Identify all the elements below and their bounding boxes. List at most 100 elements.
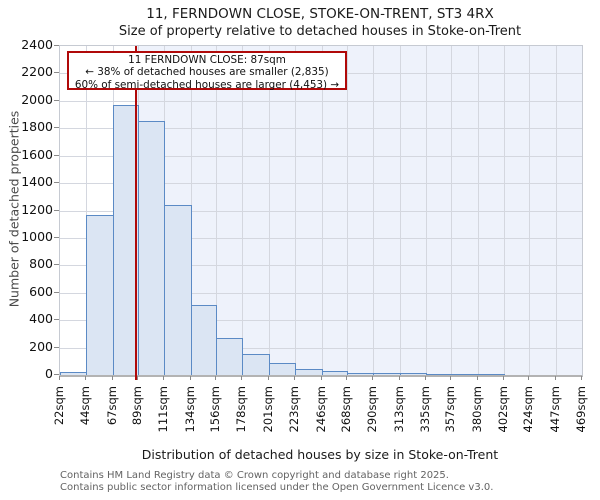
gridline-vertical: [372, 46, 374, 375]
histogram-bar: [60, 371, 87, 375]
y-tick-mark: [54, 72, 59, 74]
histogram-bar: [478, 373, 505, 375]
x-tick-label: 89sqm: [130, 382, 144, 446]
gridline-horizontal: [60, 128, 582, 130]
histogram-bar: [242, 354, 271, 375]
histogram-bar: [372, 373, 401, 375]
x-tick-label-text: 290sqm: [364, 386, 379, 433]
histogram-bar: [138, 121, 165, 375]
x-tick-label-text: 44sqm: [77, 386, 92, 426]
gridline-horizontal: [60, 100, 582, 102]
x-tick-mark: [555, 376, 557, 380]
y-tick-mark: [54, 291, 59, 293]
x-tick-mark: [59, 376, 60, 380]
annotation-line-3: 60% of semi-detached houses are larger (…: [74, 78, 340, 91]
x-tick-label-text: 335sqm: [417, 386, 432, 433]
y-tick-label: 600: [29, 283, 53, 299]
x-axis-label: Distribution of detached houses by size …: [141, 447, 499, 462]
gridline-vertical: [242, 46, 244, 375]
x-tick-mark: [215, 376, 217, 380]
histogram-bar: [321, 370, 349, 375]
gridline-vertical: [556, 46, 558, 375]
x-tick-label: 44sqm: [78, 382, 92, 446]
x-tick-label-text: 156sqm: [208, 386, 223, 433]
gridline-vertical: [321, 46, 323, 375]
x-tick-label-text: 67sqm: [104, 386, 119, 426]
x-tick-mark: [581, 376, 582, 380]
y-tick-label: 2400: [21, 37, 53, 52]
y-tick-label: 200: [29, 338, 53, 354]
annotation-line-2: ← 38% of detached houses are smaller (2,…: [85, 66, 329, 79]
x-tick-label-text: 223sqm: [286, 386, 301, 433]
histogram-bar: [425, 373, 453, 375]
gridline-vertical: [216, 46, 218, 375]
y-tick-label: 1200: [21, 201, 53, 217]
gridline-horizontal: [60, 292, 582, 294]
gridline-horizontal: [60, 347, 582, 349]
x-tick-label-text: 111sqm: [155, 386, 170, 433]
x-tick-mark: [450, 376, 452, 380]
gridline-horizontal: [60, 237, 582, 239]
y-tick-label: 2000: [21, 91, 53, 107]
x-tick-mark: [111, 376, 113, 380]
y-tick-label: 1000: [21, 228, 53, 244]
gridline-horizontal: [60, 265, 582, 267]
property-size-marker-line: [134, 46, 137, 380]
x-tick-label: 246sqm: [314, 382, 328, 446]
y-tick-mark: [54, 264, 59, 266]
histogram-bar: [190, 305, 218, 375]
histogram-bar: [269, 363, 296, 375]
gridline-vertical: [269, 46, 271, 375]
gridline-vertical: [451, 46, 453, 375]
gridline-vertical: [529, 46, 531, 375]
x-tick-mark: [477, 376, 479, 380]
gridline-vertical: [399, 46, 401, 375]
x-tick-label: 201sqm: [261, 382, 275, 446]
x-tick-label: 134sqm: [183, 382, 197, 446]
y-tick-mark: [54, 209, 59, 211]
x-tick-label-text: 134sqm: [182, 386, 197, 433]
y-tick-label: 1400: [21, 174, 53, 190]
attribution-footer: Contains HM Land Registry data © Crown c…: [60, 470, 493, 493]
y-tick-mark: [54, 127, 59, 129]
x-tick-label: 402sqm: [496, 382, 510, 446]
x-tick-label: 268sqm: [339, 382, 353, 446]
footer-line-1: Contains HM Land Registry data © Crown c…: [60, 470, 449, 481]
x-tick-label-text: 447sqm: [548, 386, 563, 433]
x-tick-label: 335sqm: [418, 382, 432, 446]
x-tick-mark: [371, 376, 373, 380]
x-tick-label-text: 469sqm: [574, 386, 588, 433]
x-tick-label-text: 357sqm: [443, 386, 458, 433]
x-tick-mark: [241, 376, 243, 380]
y-tick-mark: [54, 346, 59, 348]
x-tick-mark: [137, 376, 139, 380]
histogram-bar: [163, 205, 192, 375]
x-tick-label: 223sqm: [287, 382, 301, 446]
plot-area: 11 FERNDOWN CLOSE: 87sqm ← 38% of detach…: [59, 45, 583, 380]
gridline-vertical: [478, 46, 480, 375]
gridline-vertical: [347, 46, 349, 375]
y-tick-mark: [54, 374, 59, 375]
x-tick-label-text: 402sqm: [495, 386, 510, 433]
gridline-horizontal: [60, 155, 582, 157]
histogram-bar: [85, 214, 114, 375]
y-tick-mark: [54, 154, 59, 156]
chart-subtitle: Size of property relative to detached ho…: [118, 24, 522, 39]
x-tick-label-text: 22sqm: [52, 386, 66, 426]
x-tick-label: 447sqm: [548, 382, 562, 446]
x-tick-mark: [528, 376, 530, 380]
y-tick-mark: [54, 319, 59, 321]
gridline-horizontal: [60, 210, 582, 212]
x-tick-label-text: 380sqm: [470, 386, 485, 433]
x-tick-label-text: 201sqm: [261, 386, 276, 433]
x-tick-label: 380sqm: [470, 382, 484, 446]
y-tick-label: 0: [45, 366, 53, 381]
x-tick-mark: [268, 376, 270, 380]
x-tick-label-text: 268sqm: [339, 386, 354, 433]
annotation-box: 11 FERNDOWN CLOSE: 87sqm ← 38% of detach…: [67, 51, 347, 91]
histogram-bar: [451, 373, 480, 375]
y-tick-mark: [54, 99, 59, 101]
x-tick-mark: [293, 376, 295, 380]
x-tick-mark: [320, 376, 322, 380]
